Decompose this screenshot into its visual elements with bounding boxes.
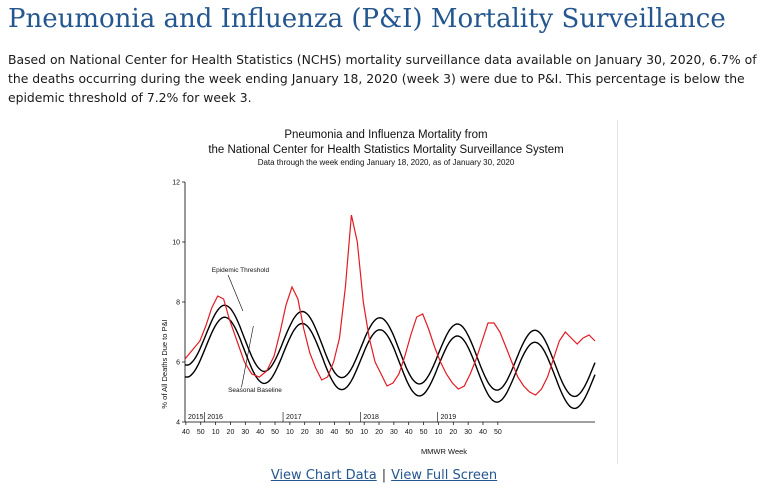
year-label: 2015: [188, 414, 204, 421]
chart-axes: 4 6 8 10 12 40 50 10 20 30 40 50 10 20 30 40 50 10 20 30 40 5…: [172, 180, 595, 436]
x-tick-label: 50: [271, 429, 279, 436]
y-axis-label: % of All Deaths Due to P&I: [160, 319, 169, 408]
year-label: 2019: [441, 414, 457, 421]
x-tick-label: 50: [197, 429, 205, 436]
x-tick-label: 20: [375, 429, 383, 436]
page-title: Pneumonia and Influenza (P&I) Mortality …: [8, 4, 726, 34]
seasonal-baseline-line: [184, 316, 596, 410]
y-tick-label: 12: [172, 180, 180, 187]
seasonal-baseline-annotation: Seasonal Baseline: [228, 387, 282, 394]
chart-subtitle: Data through the week ending January 18,…: [258, 158, 515, 167]
year-label: 2016: [207, 414, 223, 421]
chart-title-line2: the National Center for Health Statistic…: [208, 144, 563, 156]
view-chart-data-link[interactable]: View Chart Data: [270, 468, 377, 483]
x-tick-label: 10: [286, 429, 294, 436]
year-label: 2017: [286, 414, 302, 421]
chart-svg: Pneumonia and Influenza Mortality from t…: [160, 129, 596, 456]
x-tick-label: 30: [464, 429, 472, 436]
x-tick-label: 40: [256, 429, 264, 436]
chart-lines: [184, 214, 596, 410]
y-tick-label: 10: [172, 240, 180, 247]
x-tick-label: 40: [479, 429, 487, 436]
x-tick-label: 50: [345, 429, 353, 436]
x-tick-label: 10: [435, 429, 443, 436]
x-tick-label: 50: [494, 429, 502, 436]
summary-paragraph: Based on National Center for Health Stat…: [8, 52, 757, 105]
mortality-chart: Pneumonia and Influenza Mortality from t…: [155, 120, 618, 464]
x-tick-label: 10: [212, 429, 220, 436]
observed-pi-line: [184, 214, 596, 396]
view-full-screen-link[interactable]: View Full Screen: [391, 468, 498, 483]
x-tick-label: 30: [390, 429, 398, 436]
link-separator: |: [381, 468, 387, 483]
x-tick-label: 40: [182, 429, 190, 436]
chart-links: View Chart Data | View Full Screen: [0, 468, 768, 483]
x-tick-label: 20: [301, 429, 309, 436]
x-tick-label: 10: [360, 429, 368, 436]
epidemic-threshold-line: [184, 304, 596, 398]
x-tick-label: 50: [420, 429, 428, 436]
year-label: 2018: [363, 414, 379, 421]
y-tick-label: 8: [176, 300, 180, 307]
chart-title-line1: Pneumonia and Influenza Mortality from: [284, 129, 487, 141]
chart-annotations: Epidemic Threshold Seasonal Baseline: [212, 267, 283, 394]
x-tick-label: 30: [316, 429, 324, 436]
x-tick-label: 40: [331, 429, 339, 436]
x-tick-label: 30: [241, 429, 249, 436]
epidemic-threshold-annotation: Epidemic Threshold: [212, 267, 270, 274]
x-axis-label: MMWR Week: [421, 447, 467, 456]
y-tick-label: 6: [176, 360, 180, 367]
seasonal-baseline-pointer: [241, 325, 254, 388]
x-tick-label: 20: [449, 429, 457, 436]
epidemic-threshold-pointer: [227, 274, 244, 312]
x-tick-label: 40: [405, 429, 413, 436]
x-tick-label: 20: [227, 429, 235, 436]
y-tick-label: 4: [176, 420, 180, 427]
